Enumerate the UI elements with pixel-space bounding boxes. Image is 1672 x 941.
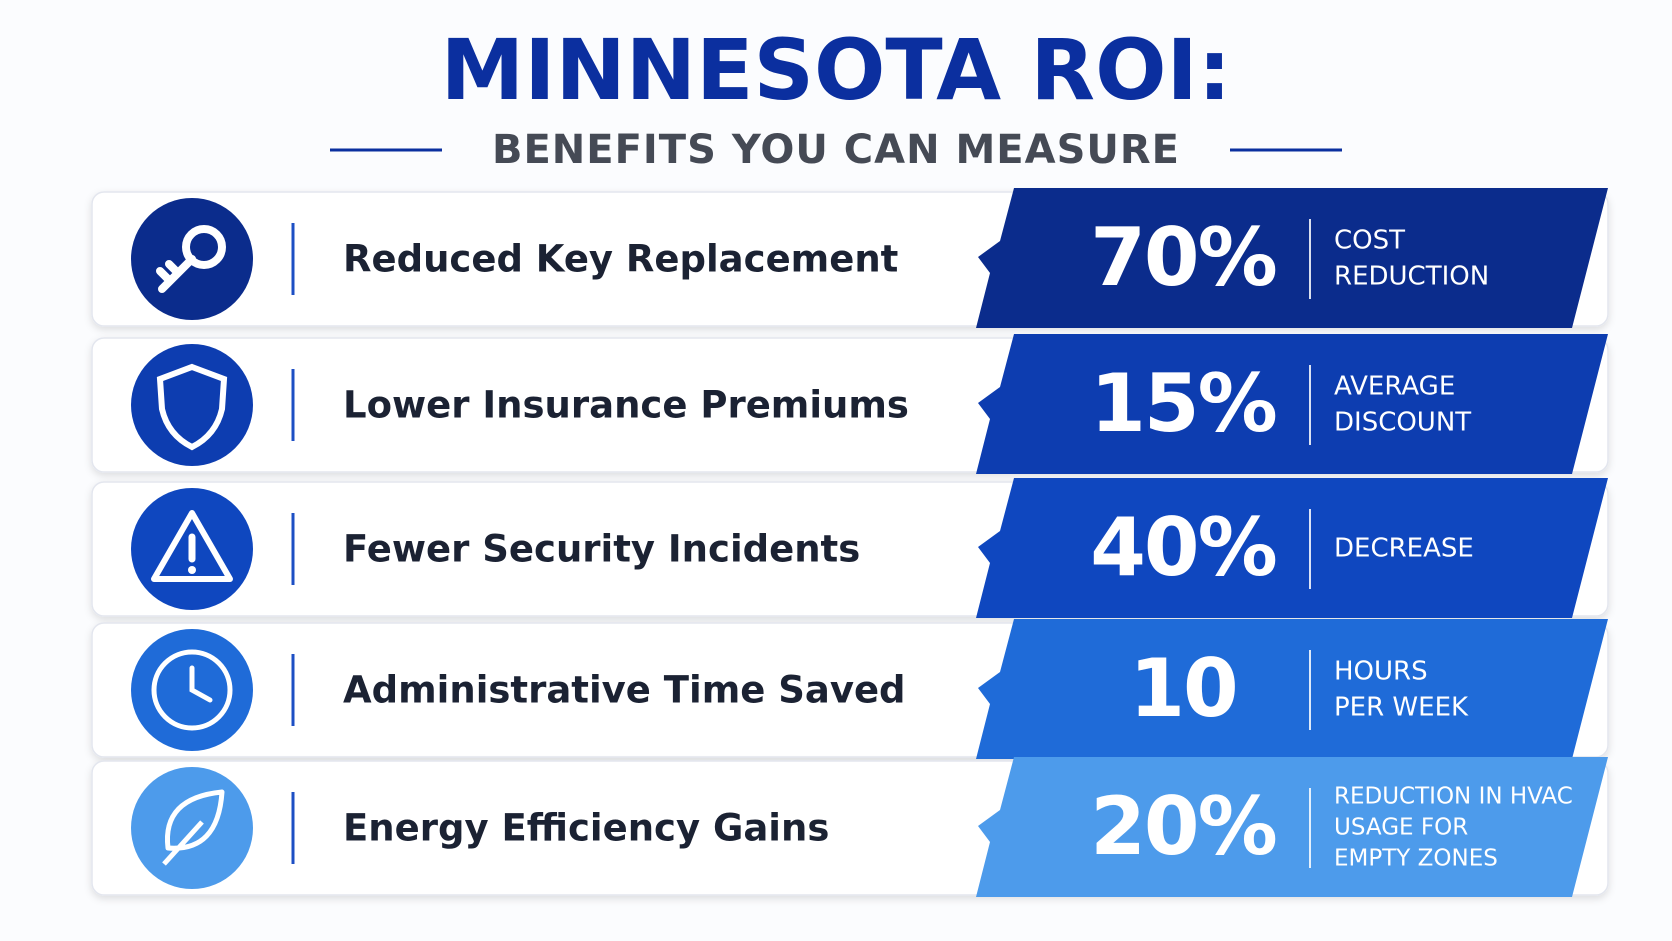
benefit-label: Energy Efficiency Gains [343, 807, 829, 850]
stat-value: 70% [1090, 211, 1275, 304]
stat-note: COST [1334, 226, 1405, 256]
stat-note: REDUCTION [1334, 262, 1489, 292]
icon-glyph [156, 255, 196, 293]
icon-glyph [156, 363, 228, 451]
benefit-label: Fewer Security Incidents [343, 528, 860, 571]
stat-note: PER WEEK [1334, 693, 1469, 723]
benefit-label: Administrative Time Saved [343, 669, 906, 712]
stat-note: DECREASE [1334, 534, 1474, 564]
icon-glyph [151, 649, 233, 731]
title: MINNESOTA ROI: [441, 21, 1232, 119]
stat-note: DISCOUNT [1334, 408, 1471, 438]
benefit-label: Reduced Key Replacement [343, 238, 898, 281]
icon-glyph [188, 566, 196, 574]
benefit-label: Lower Insurance Premiums [343, 384, 909, 427]
stat-note: USAGE FOR [1334, 815, 1468, 841]
benefit-row: Fewer Security Incidents 40% DECREASE [91, 478, 1609, 618]
benefit-row: Lower Insurance Premiums 15% AVERAGE DISCOU… [91, 334, 1609, 474]
icon-glyph [189, 665, 213, 703]
benefit-row: Energy Efficiency Gains 20% REDUCTION IN H… [91, 757, 1609, 897]
icon-glyph [182, 225, 226, 269]
icon-circle [131, 767, 253, 889]
stat-note: AVERAGE [1334, 372, 1455, 402]
stat-panel [976, 188, 1608, 328]
stat-panel [976, 619, 1608, 759]
stat-note: HOURS [1334, 657, 1428, 687]
stat-value: 20% [1090, 780, 1275, 873]
stat-panel [976, 478, 1608, 618]
rows: Reduced Key Replacement 70% COST REDUCTION L… [91, 188, 1609, 897]
icon-glyph [151, 510, 233, 582]
subtitle: BENEFITS YOU CAN MEASURE [492, 127, 1180, 173]
icon-circle [131, 344, 253, 466]
stat-note: EMPTY ZONES [1334, 846, 1498, 872]
stat-value: 15% [1090, 357, 1275, 450]
benefit-row: Administrative Time Saved 10 HOURS PER WEEK [91, 619, 1609, 759]
stat-panel [976, 757, 1608, 897]
stat-note: REDUCTION IN HVAC [1334, 784, 1573, 810]
icon-glyph [162, 789, 225, 866]
benefit-row: Reduced Key Replacement 70% COST REDUCTION [91, 188, 1609, 328]
stat-value: 40% [1090, 501, 1275, 594]
stat-value: 10 [1129, 642, 1236, 735]
stat-panel [976, 334, 1608, 474]
